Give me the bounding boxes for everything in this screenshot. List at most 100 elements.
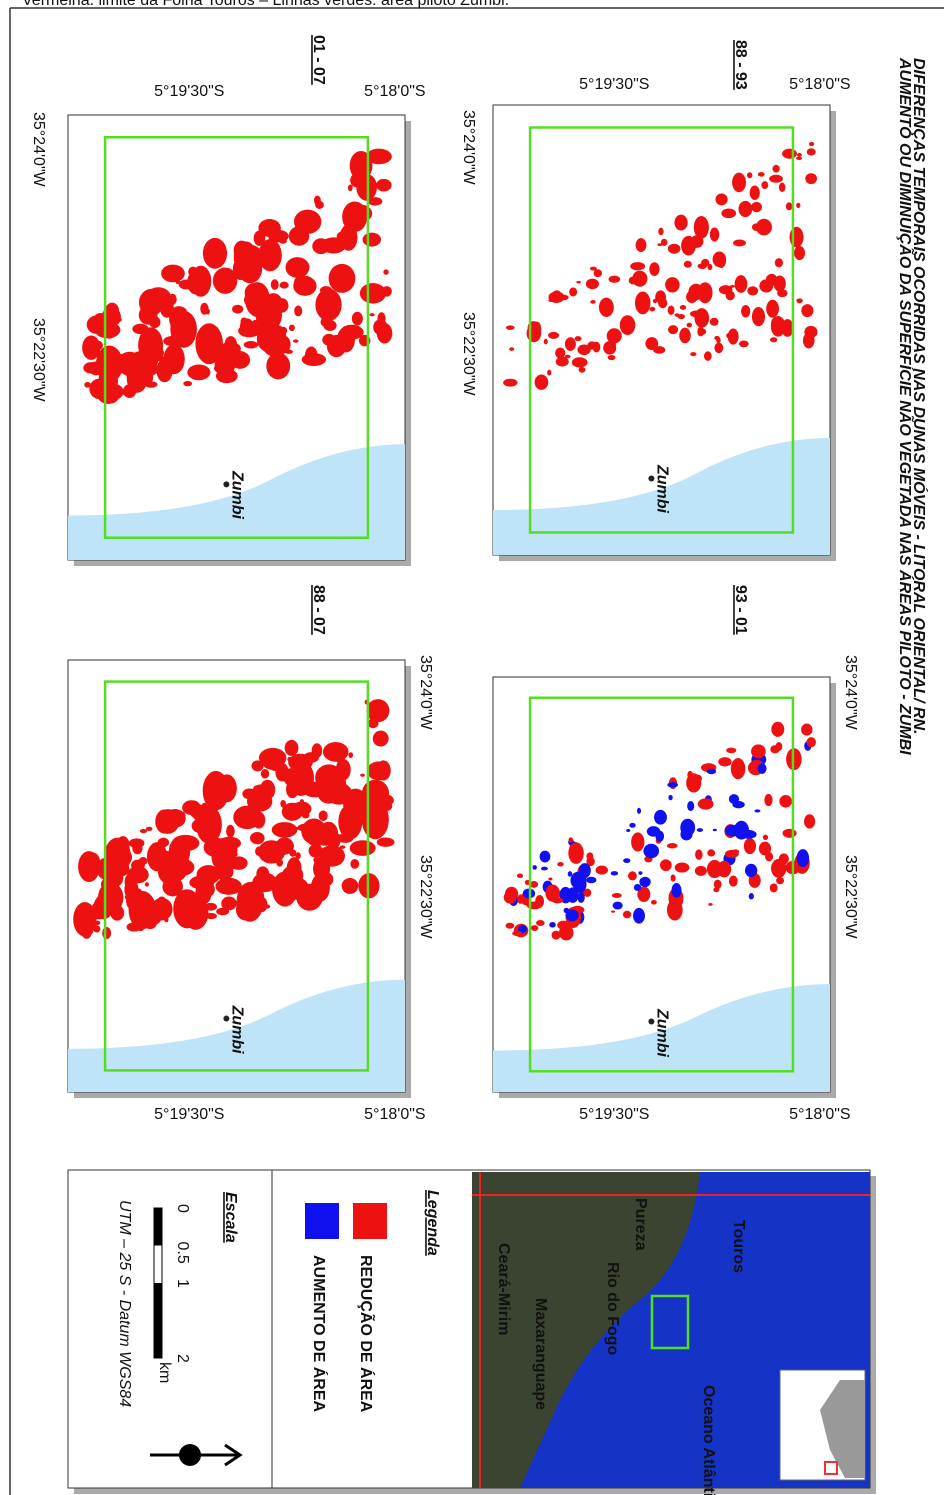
dune-change [300, 799, 304, 805]
dune-change [288, 760, 314, 796]
dune-change [668, 244, 681, 254]
lat-label: 5°19'30"S [579, 76, 649, 93]
dune-change [376, 760, 391, 780]
dune-change [183, 381, 192, 386]
dune-change [766, 300, 779, 318]
dune-change [555, 348, 565, 359]
caption: Vermelha: limite da Folha Touros – Linha… [22, 0, 509, 9]
dune-change [668, 325, 678, 334]
dune-change [271, 279, 279, 290]
dune-change [102, 927, 111, 939]
dune-change [804, 814, 815, 828]
dune-change [568, 842, 583, 864]
dune-change [770, 883, 778, 892]
dune-change [611, 910, 615, 912]
dune-change [164, 344, 185, 374]
dune-change [731, 758, 746, 779]
dune-change [710, 227, 719, 241]
dune-change [255, 849, 259, 854]
dune-change [782, 149, 797, 159]
dune-change [687, 323, 693, 328]
dune-change [145, 882, 149, 886]
dune-change [747, 286, 758, 295]
dune-change [751, 202, 762, 212]
dune-change [607, 341, 616, 347]
dune-change [697, 828, 703, 832]
dune-change [609, 276, 621, 283]
scale-segment [154, 1208, 162, 1246]
dune-change [139, 369, 153, 385]
dune-change [636, 238, 647, 252]
dune-change [217, 774, 237, 802]
dune-change [536, 920, 545, 926]
dune-change [758, 172, 765, 177]
dune-change [541, 867, 548, 871]
dune-change [761, 181, 768, 189]
dune-change [629, 823, 635, 828]
lat-label: 5°19'30"S [154, 1106, 224, 1123]
dune-change [779, 795, 792, 808]
dune-change [140, 829, 147, 833]
panel-label: 93 - 01 [732, 585, 749, 635]
dune-change [129, 838, 144, 848]
north-arrow-ring [179, 1444, 201, 1466]
dune-change [629, 277, 637, 285]
dune-change [680, 305, 686, 310]
dune-change [569, 837, 573, 842]
dune-change [78, 851, 100, 882]
dune-change [95, 341, 103, 350]
dune-change [633, 908, 645, 924]
dune-change [289, 849, 296, 856]
dune-change [667, 843, 678, 848]
dune-change [205, 786, 218, 799]
place-label: Zumbi [653, 464, 670, 514]
dune-change [653, 299, 657, 303]
scale-unit: km [156, 1362, 173, 1383]
place-label: Pureza [632, 1198, 649, 1251]
lat-label: 5°19'30"S [579, 1106, 649, 1123]
dune-change [350, 859, 359, 869]
dune-change [250, 832, 265, 844]
dune-change [506, 923, 515, 929]
dune-change [532, 322, 541, 333]
dune-change [763, 835, 768, 840]
dune-change [667, 782, 678, 787]
place-label: Rio do Fogo [604, 1262, 621, 1356]
dune-change [667, 899, 683, 920]
dune-change [695, 866, 707, 876]
dune-change [137, 924, 144, 931]
dune-change [540, 851, 551, 863]
dune-change [794, 246, 805, 260]
dune-change [319, 811, 328, 821]
dune-change [549, 922, 556, 928]
dune-change [293, 276, 316, 296]
dune-change [680, 819, 695, 837]
dune-change [714, 336, 719, 340]
dune-change [173, 889, 201, 928]
place-label: Maxaranguape [532, 1298, 549, 1410]
dune-change [363, 233, 381, 247]
dune-change [318, 876, 323, 879]
dune-change [377, 837, 395, 846]
dune-change [801, 304, 813, 317]
dune-change [764, 794, 772, 806]
dune-change [607, 328, 622, 343]
dune-change [623, 911, 631, 918]
dune-change [327, 335, 346, 357]
dune-change [803, 333, 815, 349]
dune-change [729, 875, 738, 886]
dune-change [639, 877, 650, 887]
dune-change [586, 852, 593, 860]
dune-change [315, 289, 341, 321]
dune-change [285, 740, 299, 756]
dune-change [352, 312, 363, 326]
dune-change [623, 858, 630, 863]
lon-label: 35°24'0"W [460, 110, 477, 186]
dune-change [360, 283, 386, 304]
dune-change [506, 325, 515, 330]
scale-title: Escala [222, 1192, 239, 1243]
dune-change [548, 299, 553, 302]
dune-change [565, 337, 576, 351]
lat-label: 5°18'0"S [364, 83, 425, 100]
figure: Vermelha: limite da Folha Touros – Linha… [0, 0, 944, 1495]
